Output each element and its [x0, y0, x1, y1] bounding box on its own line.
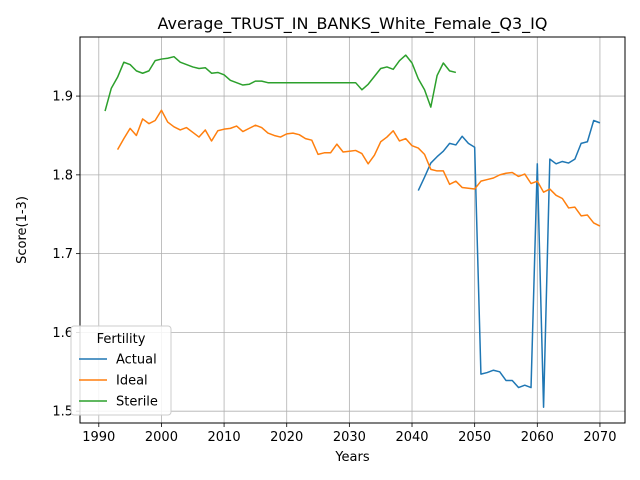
series-layer: [104, 54, 601, 408]
plot-area-frame: [79, 36, 626, 424]
series-line-ideal: [116, 109, 601, 227]
x-tick-label: 2040: [395, 430, 428, 445]
y-tick-label: 1.8: [52, 168, 73, 183]
x-tick-label: 1990: [82, 430, 115, 445]
series-line-actual: [417, 119, 601, 408]
x-axis-label: Years: [334, 450, 370, 465]
x-axis-ticks: 1990 2000 2010 2020 2030 2040 2050 2060 2070: [82, 423, 616, 445]
x-tick-label: 2010: [208, 430, 241, 445]
y-tick-label: 1.5: [52, 405, 73, 420]
chart-title: Average_TRUST_IN_BANKS_White_Female_Q3_I…: [158, 14, 548, 34]
y-tick-label: 1.7: [52, 247, 73, 262]
x-tick-label: 2030: [333, 430, 366, 445]
grid-lines: [80, 37, 625, 423]
y-tick-label: 1.6: [52, 326, 73, 341]
legend-title: Fertility: [97, 332, 146, 347]
x-tick-label: 2000: [145, 430, 178, 445]
y-axis-label: Score(1-3): [15, 196, 30, 264]
legend-box: [70, 325, 172, 416]
legend-label-sterile: Sterile: [116, 395, 158, 410]
y-tick-label: 1.9: [52, 90, 73, 105]
series-line-sterile: [104, 54, 457, 112]
y-axis-ticks: 1.5 1.6 1.7 1.8 1.9: [52, 90, 80, 420]
x-tick-label: 2060: [521, 430, 554, 445]
legend: Fertility Actual Ideal Sterile: [70, 325, 172, 416]
x-tick-label: 2070: [583, 430, 616, 445]
x-tick-label: 2050: [458, 430, 491, 445]
legend-label-ideal: Ideal: [116, 374, 148, 389]
x-tick-label: 2020: [270, 430, 303, 445]
legend-label-actual: Actual: [116, 353, 157, 368]
